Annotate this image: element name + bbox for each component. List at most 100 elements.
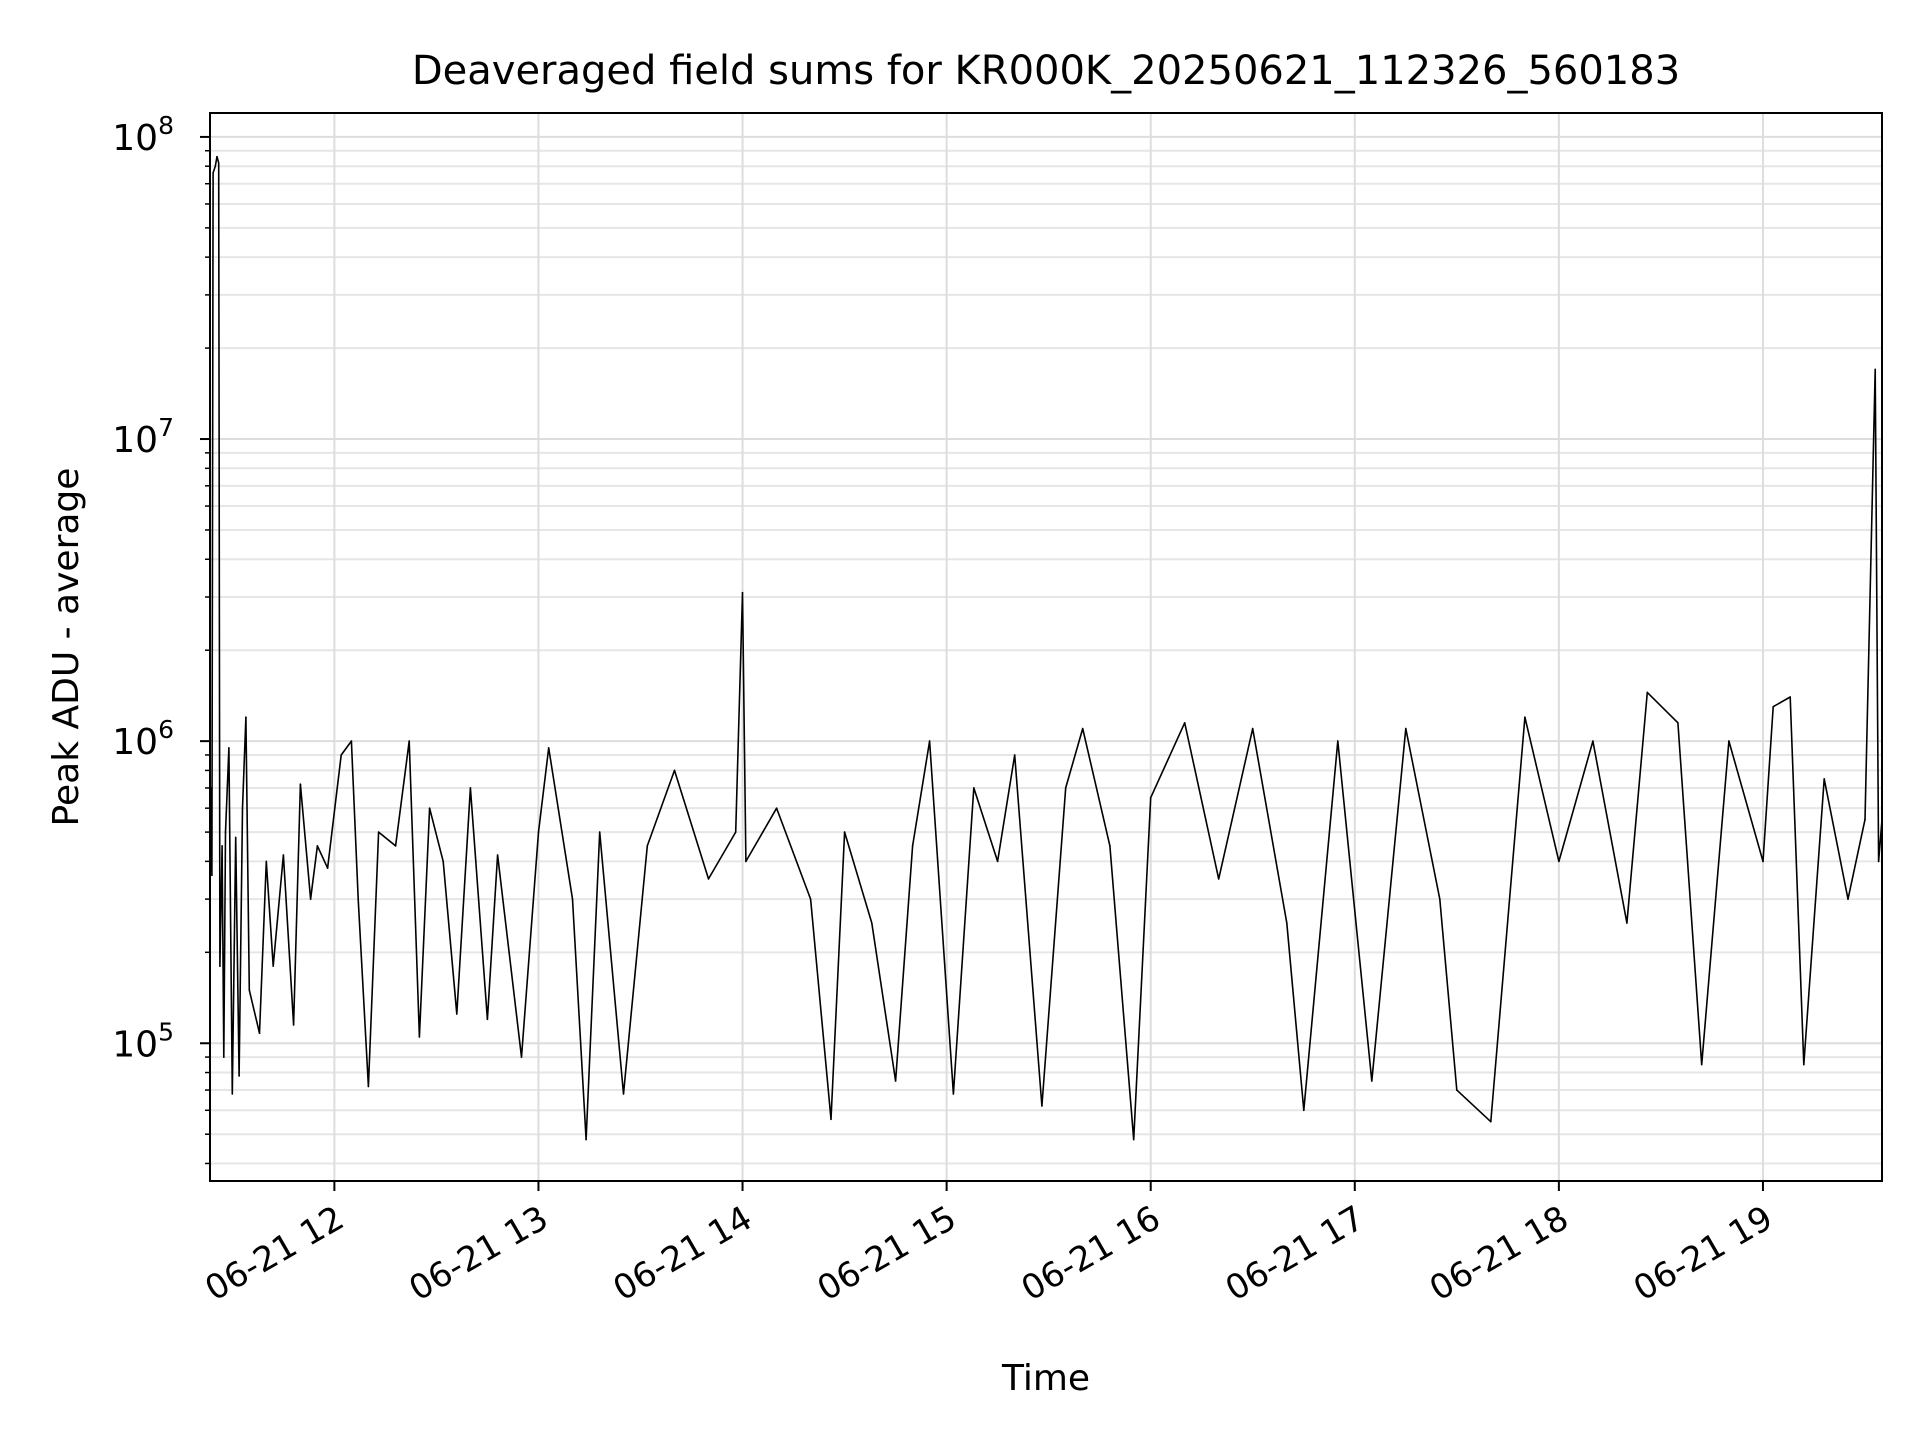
data-point	[1132, 1138, 1135, 1141]
data-point	[843, 831, 846, 833]
data-point	[350, 740, 353, 742]
data-point	[258, 1032, 261, 1034]
data-point	[871, 922, 873, 924]
x-axis-label: Time	[1001, 1358, 1090, 1399]
data-point	[1081, 727, 1084, 730]
data-point	[326, 867, 329, 869]
data-point	[1251, 727, 1254, 730]
plot-area-frame	[209, 112, 1883, 1182]
data-point	[217, 162, 220, 164]
data-point	[928, 740, 931, 742]
data-point	[357, 898, 360, 900]
data-point	[1772, 705, 1774, 708]
data-point	[231, 1093, 234, 1095]
data-point	[442, 860, 445, 863]
data-point	[456, 1013, 458, 1015]
data-point	[316, 845, 319, 847]
data-point	[598, 831, 601, 833]
data-point	[1626, 922, 1628, 924]
data-point	[1456, 1089, 1458, 1091]
data-point	[547, 747, 550, 749]
data-point	[1877, 860, 1880, 863]
data-point	[1728, 740, 1730, 742]
data-point	[377, 831, 380, 833]
data-point	[340, 754, 343, 756]
data-point	[228, 747, 230, 749]
data-point	[1823, 778, 1825, 780]
data-point	[673, 769, 676, 772]
data-series	[209, 155, 1883, 1141]
data-point	[741, 591, 744, 594]
data-point	[223, 1056, 225, 1058]
data-point	[1524, 716, 1526, 718]
data-point	[469, 787, 472, 789]
data-point	[1217, 878, 1220, 880]
data-point	[622, 1093, 625, 1095]
data-point	[646, 845, 649, 847]
data-point	[952, 1093, 955, 1095]
y-tick-label: 106	[112, 715, 174, 763]
minor-grid	[210, 149, 1882, 1165]
data-point	[418, 1036, 421, 1038]
data-point	[272, 965, 275, 967]
data-point	[809, 898, 812, 900]
data-point	[309, 898, 312, 900]
data-point	[299, 783, 302, 785]
data-point	[1149, 796, 1152, 799]
data-point	[282, 854, 285, 856]
data-point	[219, 965, 221, 967]
data-point	[1592, 740, 1594, 742]
data-point	[1490, 1120, 1492, 1123]
data-point	[894, 1080, 897, 1082]
data-point	[996, 860, 999, 863]
y-tick-label: 105	[112, 1017, 174, 1065]
data-point	[221, 845, 223, 847]
data-point	[428, 807, 431, 809]
data-point	[1700, 1063, 1703, 1066]
data-point	[1803, 1063, 1805, 1066]
y-tick-label: 108	[112, 111, 174, 159]
data-point	[394, 845, 397, 847]
data-point	[1041, 1105, 1043, 1107]
data-point	[408, 740, 411, 742]
data-point	[1064, 787, 1067, 789]
data-point	[1286, 922, 1288, 924]
data-point	[216, 155, 218, 158]
data-point	[973, 787, 975, 789]
data-point	[1013, 754, 1016, 756]
data-point	[1762, 860, 1764, 863]
data-point	[830, 1118, 832, 1121]
data-point	[734, 831, 737, 833]
data-point	[1183, 722, 1186, 724]
data-point	[775, 807, 778, 809]
data-point	[367, 1085, 370, 1088]
data-point	[234, 836, 237, 839]
data-point	[245, 716, 247, 718]
data-point	[1371, 1080, 1373, 1082]
data-point	[212, 172, 214, 174]
data-point	[214, 165, 217, 167]
data-point	[486, 1018, 489, 1021]
data-point	[911, 845, 914, 847]
data-point	[241, 807, 244, 809]
data-point	[224, 831, 227, 833]
data-point	[1789, 696, 1791, 698]
y-axis-label: Peak ADU - average	[46, 468, 87, 827]
data-point	[1677, 722, 1679, 724]
data-point	[707, 878, 710, 880]
data-point	[1303, 1109, 1305, 1112]
y-axis: 105 106 107 108	[112, 111, 210, 1165]
data-point	[1558, 860, 1560, 863]
data-point	[496, 854, 499, 856]
data-point	[248, 989, 251, 991]
data-point	[1405, 727, 1407, 730]
y-tick-label: 107	[112, 413, 174, 461]
data-point	[1864, 818, 1866, 821]
data-point	[1439, 898, 1441, 900]
data-point	[1337, 740, 1339, 742]
data-point	[211, 874, 213, 876]
chart-title: Deaveraged field sums for KR000K_2025062…	[412, 48, 1680, 94]
data-point	[1874, 368, 1876, 371]
data-point	[585, 1138, 587, 1141]
